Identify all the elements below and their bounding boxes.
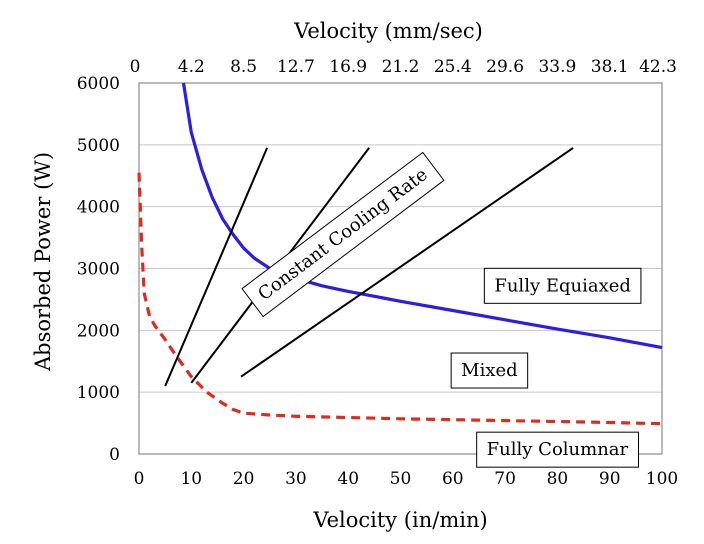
annotation-box: Mixed: [450, 352, 529, 389]
annotation-label: Fully Columnar: [487, 439, 629, 460]
x-tick-label: 0: [134, 469, 145, 489]
x-tick-label: 10: [180, 469, 202, 489]
x-tick-label: 100: [646, 469, 678, 489]
top-tick-label: 38.1: [591, 57, 629, 77]
x-tick-label: 80: [547, 469, 569, 489]
x-axis-ticks: 0 10 20 30 40 50 60 70 80 90 100: [134, 469, 679, 489]
y-axis-ticks: 0 1000 2000 3000 4000 5000 6000: [77, 74, 120, 465]
y-tick-label: 0: [109, 445, 120, 465]
top-tick-label: 33.9: [538, 57, 576, 77]
annotation-frame: [483, 267, 642, 304]
x-tick-label: 60: [442, 469, 464, 489]
y-tick-label: 3000: [77, 260, 120, 280]
top-tick-label: 25.4: [434, 57, 472, 77]
x-tick-label: 20: [233, 469, 255, 489]
annotation-frame: [450, 352, 529, 389]
top-tick-label: 12.7: [277, 57, 315, 77]
top-tick-label: 16.9: [329, 57, 367, 77]
y-tick-label: 5000: [77, 136, 120, 156]
plot-area: [138, 82, 663, 455]
series-line-5: [240, 147, 574, 378]
y-tick-label: 1000: [77, 383, 120, 403]
x-axis-title: Velocity (in/min): [312, 508, 487, 532]
top-axis-ticks: 0 4.2 8.5 12.7 16.9 21.2 25.4 29.6 33.9 38.1 42.3: [130, 57, 677, 77]
annotation-frame: [476, 431, 640, 468]
x-tick-label: 90: [599, 469, 621, 489]
annotation-label: Fully Equiaxed: [494, 275, 631, 296]
y-tick-label: 2000: [77, 321, 120, 341]
annotation-box: Fully Equiaxed: [483, 267, 642, 304]
y-tick-label: 4000: [77, 198, 120, 218]
top-tick-label: 8.5: [230, 57, 257, 77]
x-tick-label: 30: [285, 469, 307, 489]
top-tick-label: 42.3: [639, 57, 677, 77]
series-line-2: [137, 172, 663, 426]
top-axis-title: Velocity (mm/sec): [293, 19, 483, 43]
x-tick-label: 40: [337, 469, 359, 489]
top-tick-label: 29.6: [486, 57, 524, 77]
annotation-frame: [241, 151, 445, 318]
top-tick-label: 0: [130, 57, 141, 77]
y-tick-label: 6000: [77, 74, 120, 94]
x-tick-label: 50: [390, 469, 412, 489]
series-line-3: [164, 147, 269, 387]
x-tick-label: 70: [494, 469, 516, 489]
y-axis-title: Absorbed Power (W): [31, 152, 55, 372]
annotation-label: Mixed: [461, 360, 518, 381]
top-tick-label: 21.2: [382, 57, 420, 77]
annotation-box: Fully Columnar: [476, 431, 640, 468]
top-tick-label: 4.2: [178, 57, 205, 77]
